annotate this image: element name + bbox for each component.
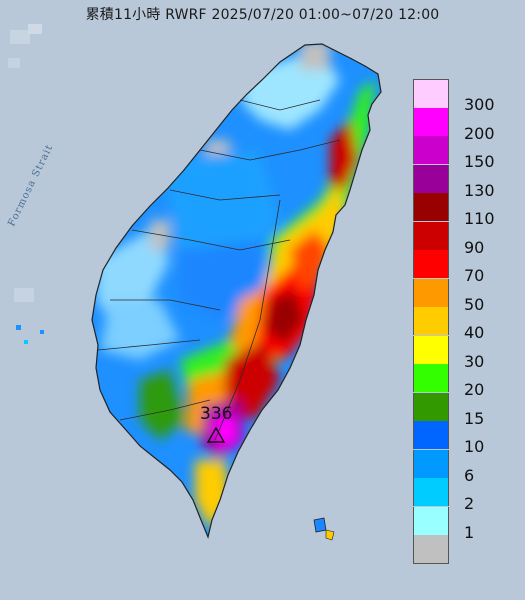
legend-label: 150 <box>464 152 495 171</box>
legend-label: 6 <box>464 465 475 485</box>
legend-swatch <box>413 307 449 335</box>
legend-label: 2 <box>464 494 475 513</box>
legend-swatch <box>413 478 449 506</box>
legend-label: 200 <box>464 123 495 143</box>
legend-swatch <box>413 506 449 535</box>
legend-swatch <box>413 421 449 449</box>
legend-swatch <box>413 79 449 108</box>
legend-swatch <box>413 449 449 478</box>
legend-label: 15 <box>464 408 485 428</box>
legend-label: 10 <box>464 437 485 456</box>
legend-label: 30 <box>464 351 485 371</box>
legend-swatch <box>413 364 449 392</box>
legend-label: 90 <box>464 237 485 257</box>
green-island <box>313 517 327 533</box>
taiwan-coastline <box>91 43 382 539</box>
legend-swatch <box>413 535 449 564</box>
legend-label: 20 <box>464 380 485 399</box>
legend-swatch <box>413 250 449 278</box>
legend-label: 130 <box>464 180 495 200</box>
legend-swatch <box>413 164 449 193</box>
legend-label: 50 <box>464 294 485 314</box>
legend-label: 70 <box>464 266 485 285</box>
legend-swatch <box>413 278 449 307</box>
legend-label: 300 <box>464 95 495 114</box>
legend-swatch <box>413 392 449 421</box>
legend-label: 1 <box>464 522 475 542</box>
legend-swatch <box>413 221 449 250</box>
legend-swatch <box>413 335 449 364</box>
legend-label: 110 <box>464 209 495 228</box>
legend-swatch <box>413 193 449 221</box>
max-rainfall-label: 336 <box>200 404 233 424</box>
triangle-marker-icon <box>206 426 226 443</box>
orchid-island <box>325 529 335 541</box>
county-boundaries <box>97 99 341 441</box>
map-title: 累積11小時 RWRF 2025/07/20 01:00~07/20 12:00 <box>85 7 440 23</box>
legend-swatch <box>413 136 449 164</box>
cloud-patches <box>8 24 42 302</box>
penghu-islands <box>16 325 44 344</box>
legend-swatch <box>413 107 449 136</box>
legend-label: 40 <box>464 323 485 342</box>
